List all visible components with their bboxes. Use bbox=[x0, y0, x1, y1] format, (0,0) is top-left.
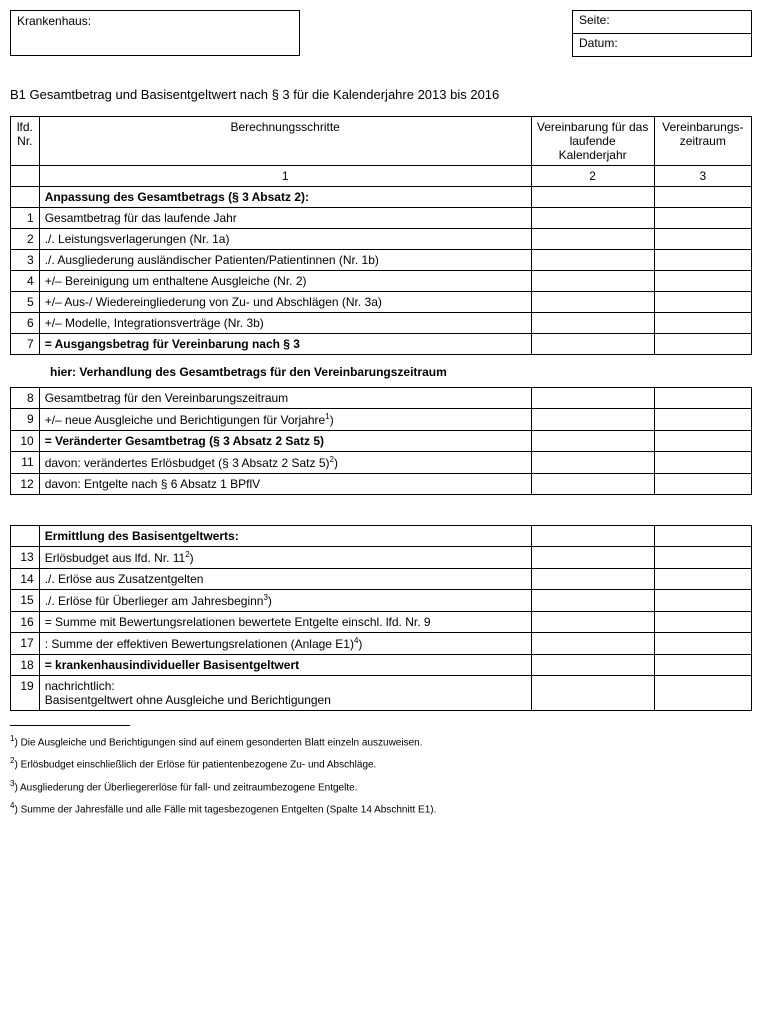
row-nr: 3 bbox=[11, 250, 40, 271]
row-nr: 13 bbox=[11, 547, 40, 569]
table-section3: Ermittlung des Basisentgeltwerts: 13 Erl… bbox=[10, 525, 752, 711]
table-row: 2 ./. Leistungsverlagerungen (Nr. 1a) bbox=[11, 229, 752, 250]
datum-label: Datum: bbox=[579, 36, 618, 50]
table-row: 19 nachrichtlich:Basisentgeltwert ohne A… bbox=[11, 676, 752, 711]
table-row: 3 ./. Ausgliederung ausländischer Patien… bbox=[11, 250, 752, 271]
krankenhaus-label: Krankenhaus: bbox=[17, 14, 91, 28]
footnote: 1) Die Ausgleiche und Berichtigungen sin… bbox=[10, 734, 752, 748]
footnotes: 1) Die Ausgleiche und Berichtigungen sin… bbox=[10, 734, 752, 815]
table-row: 15 ./. Erlöse für Überlieger am Jahresbe… bbox=[11, 590, 752, 612]
row-nr: 1 bbox=[11, 208, 40, 229]
seite-cell: Seite: bbox=[572, 10, 752, 34]
table-row: 5 +/– Aus-/ Wiedereingliederung von Zu- … bbox=[11, 292, 752, 313]
row-text: nachrichtlich:Basisentgeltwert ohne Ausg… bbox=[39, 676, 531, 711]
row-text: = Summe mit Bewertungsrelationen bewerte… bbox=[39, 612, 531, 633]
table-row: 17 : Summe der effektiven Bewertungsrela… bbox=[11, 633, 752, 655]
row-text: ./. Erlöse aus Zusatzentgelten bbox=[39, 569, 531, 590]
row-nr: 10 bbox=[11, 431, 40, 452]
row-text: = Ausgangsbetrag für Vereinbarung nach §… bbox=[39, 334, 531, 355]
datum-cell: Datum: bbox=[572, 34, 752, 57]
idx-1: 1 bbox=[39, 166, 531, 187]
row-nr: 8 bbox=[11, 388, 40, 409]
table-row: 12 davon: Entgelte nach § 6 Absatz 1 BPf… bbox=[11, 474, 752, 495]
table-row-bold: 7 = Ausgangsbetrag für Vereinbarung nach… bbox=[11, 334, 752, 355]
th-col3: Vereinbarungs­zeitraum bbox=[654, 117, 751, 166]
row-text: Gesamtbetrag für das laufende Jahr bbox=[39, 208, 531, 229]
row-text: +/– Bereinigung um enthaltene Ausgleiche… bbox=[39, 271, 531, 292]
row-nr: 14 bbox=[11, 569, 40, 590]
idx-3: 3 bbox=[654, 166, 751, 187]
row-nr: 11 bbox=[11, 452, 40, 474]
seite-label: Seite: bbox=[579, 13, 610, 27]
section1-heading-row: Anpassung des Gesamtbetrags (§ 3 Absatz … bbox=[11, 187, 752, 208]
table-index-row: 1 2 3 bbox=[11, 166, 752, 187]
table-section2: 8 Gesamtbetrag für den Vereinbarungszeit… bbox=[10, 387, 752, 495]
row-nr: 18 bbox=[11, 655, 40, 676]
footnote: 3) Ausgliederung der Überliegererlöse fü… bbox=[10, 779, 752, 793]
row-text: +/– Aus-/ Wiedereingliederung von Zu- un… bbox=[39, 292, 531, 313]
table-header-row: lfd. Nr. Berechnungsschritte Vereinbarun… bbox=[11, 117, 752, 166]
row-text: +/– neue Ausgleiche und Berichtigungen f… bbox=[39, 409, 531, 431]
row-text: davon: Entgelte nach § 6 Absatz 1 BPflV bbox=[39, 474, 531, 495]
footnote: 2) Erlösbudget einschließlich der Erlöse… bbox=[10, 756, 752, 770]
table-row: 8 Gesamtbetrag für den Vereinbarungszeit… bbox=[11, 388, 752, 409]
row-text: ./. Erlöse für Überlieger am Jahresbegin… bbox=[39, 590, 531, 612]
table-row-bold: 18 = krankenhausindividueller Basisentge… bbox=[11, 655, 752, 676]
row-nr: 16 bbox=[11, 612, 40, 633]
meta-box: Seite: Datum: bbox=[572, 10, 752, 57]
table-section1: lfd. Nr. Berechnungsschritte Vereinbarun… bbox=[10, 116, 752, 355]
row-text: = Veränderter Gesamtbetrag (§ 3 Absatz 2… bbox=[39, 431, 531, 452]
row-text: +/– Modelle, Integrationsverträge (Nr. 3… bbox=[39, 313, 531, 334]
table-row: 1 Gesamtbetrag für das laufende Jahr bbox=[11, 208, 752, 229]
row-text: Gesamtbetrag für den Vereinbarungszeitra… bbox=[39, 388, 531, 409]
table-row: 6 +/– Modelle, Integrationsverträge (Nr.… bbox=[11, 313, 752, 334]
table-row: 14 ./. Erlöse aus Zusatzentgelten bbox=[11, 569, 752, 590]
th-step: Berechnungsschritte bbox=[39, 117, 531, 166]
idx-2: 2 bbox=[531, 166, 654, 187]
row-nr: 6 bbox=[11, 313, 40, 334]
table-row: 16 = Summe mit Bewertungsrelationen bewe… bbox=[11, 612, 752, 633]
row-nr: 12 bbox=[11, 474, 40, 495]
row-nr: 9 bbox=[11, 409, 40, 431]
page-title: B1 Gesamtbetrag und Basisentgeltwert nac… bbox=[10, 87, 752, 102]
row-text: ./. Leistungsverlagerungen (Nr. 1a) bbox=[39, 229, 531, 250]
row-text: = krankenhausindividueller Basisentgeltw… bbox=[39, 655, 531, 676]
form-header: Krankenhaus: Seite: Datum: bbox=[10, 10, 752, 57]
row-nr: 15 bbox=[11, 590, 40, 612]
row-text: davon: verändertes Erlösbudget (§ 3 Absa… bbox=[39, 452, 531, 474]
row-nr: 2 bbox=[11, 229, 40, 250]
section3-heading: Ermittlung des Basisentgeltwerts: bbox=[39, 526, 531, 547]
table-row: 13 Erlösbudget aus lfd. Nr. 112) bbox=[11, 547, 752, 569]
section3-heading-row: Ermittlung des Basisentgeltwerts: bbox=[11, 526, 752, 547]
subheading: hier: Verhandlung des Gesamtbetrags für … bbox=[50, 365, 752, 379]
row-nr: 17 bbox=[11, 633, 40, 655]
table-row-bold: 10 = Veränderter Gesamtbetrag (§ 3 Absat… bbox=[11, 431, 752, 452]
row-text: Erlösbudget aus lfd. Nr. 112) bbox=[39, 547, 531, 569]
th-nr: lfd. Nr. bbox=[11, 117, 40, 166]
row-text: : Summe der effektiven Bewertungsrelatio… bbox=[39, 633, 531, 655]
row-nr: 5 bbox=[11, 292, 40, 313]
table-row: 11 davon: verändertes Erlösbudget (§ 3 A… bbox=[11, 452, 752, 474]
table-row: 9 +/– neue Ausgleiche und Berichtigungen… bbox=[11, 409, 752, 431]
row-nr: 7 bbox=[11, 334, 40, 355]
row-text: ./. Ausgliederung ausländischer Patiente… bbox=[39, 250, 531, 271]
footnote: 4) Summe der Jahresfälle und alle Fälle … bbox=[10, 801, 752, 815]
table-row: 4 +/– Bereinigung um enthaltene Ausgleic… bbox=[11, 271, 752, 292]
krankenhaus-box: Krankenhaus: bbox=[10, 10, 300, 56]
th-col2: Vereinbarung für das laufende Kalenderja… bbox=[531, 117, 654, 166]
row-nr: 19 bbox=[11, 676, 40, 711]
footnote-rule bbox=[10, 725, 130, 726]
row-nr: 4 bbox=[11, 271, 40, 292]
section1-heading: Anpassung des Gesamtbetrags (§ 3 Absatz … bbox=[39, 187, 531, 208]
spacer bbox=[10, 495, 752, 525]
